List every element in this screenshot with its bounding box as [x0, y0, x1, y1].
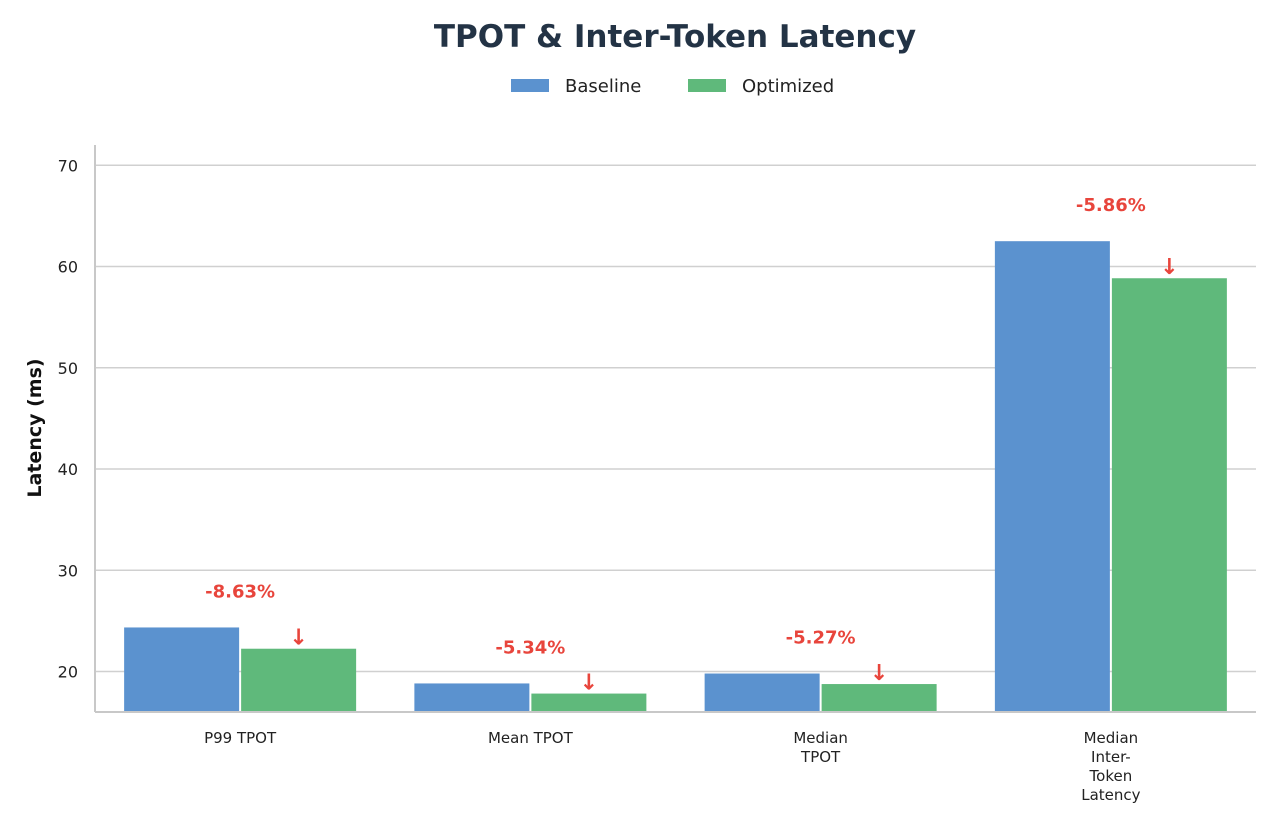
down-arrow-icon: ↓ [289, 626, 307, 651]
x-tick-label-line: P99 TPOT [204, 729, 277, 747]
y-tick-label: 40 [58, 460, 78, 479]
bar-optimized [1111, 278, 1227, 712]
legend-swatch-optimized [688, 79, 726, 92]
percent-change-label: -5.27% [786, 628, 856, 649]
legend-swatch-baseline [511, 79, 549, 92]
x-tick-label: Mean TPOT [488, 729, 574, 747]
x-tick-label: Median Inter-Token Latency [1081, 729, 1140, 804]
bar-optimized [821, 684, 937, 712]
down-arrow-icon: ↓ [870, 661, 888, 686]
x-tick-label-line: Token [1089, 767, 1133, 785]
bar-optimized [531, 693, 647, 712]
legend-label: Optimized [742, 76, 834, 97]
x-tick-label-line: Latency [1081, 786, 1140, 804]
y-axis-label: Latency (ms) [24, 358, 46, 497]
x-tick-label: P99 TPOT [204, 729, 277, 747]
legend-label: Baseline [565, 76, 641, 97]
legend: Baseline Optimized [511, 76, 834, 97]
x-tick-label-line: TPOT [800, 748, 841, 766]
down-arrow-icon: ↓ [1160, 255, 1178, 280]
y-tick-label: 70 [58, 156, 78, 175]
y-tick-label: 30 [58, 561, 78, 580]
x-tick-label: Median TPOT [793, 729, 848, 766]
percent-change-label: -5.34% [495, 637, 565, 658]
bar-baseline [704, 673, 820, 712]
percent-change-label: -5.86% [1076, 195, 1146, 216]
x-tick-label-line: Mean TPOT [488, 729, 574, 747]
down-arrow-icon: ↓ [580, 671, 598, 696]
y-tick-label: 50 [58, 359, 78, 378]
x-tick-label-line: Median [1084, 729, 1139, 747]
x-tick-label-line: Inter- [1091, 748, 1131, 766]
y-tick-label: 20 [58, 663, 78, 682]
bar-baseline [994, 241, 1110, 712]
y-tick-label: 60 [58, 258, 78, 277]
bar-optimized [241, 648, 357, 712]
percent-change-label: -8.63% [205, 581, 275, 602]
bar-baseline [414, 683, 530, 712]
annotations: -8.63% ↓ -5.34% ↓ -5.27% ↓ -5.86% ↓ [205, 195, 1178, 695]
x-tick-label-line: Median [793, 729, 848, 747]
bars [124, 241, 1227, 712]
bar-baseline [124, 627, 240, 712]
chart-title: TPOT & Inter-Token Latency [434, 19, 916, 55]
